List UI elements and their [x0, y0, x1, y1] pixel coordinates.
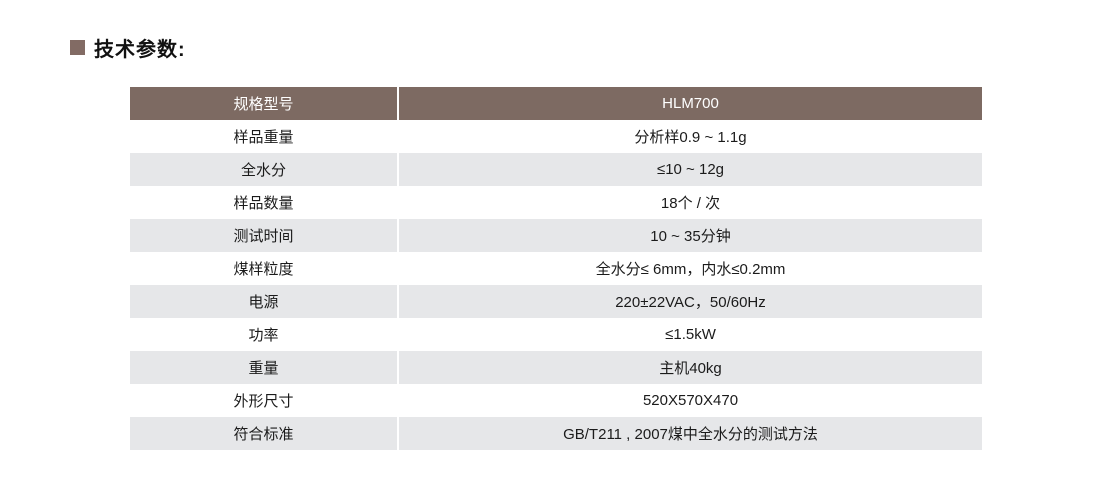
row-label: 全水分	[130, 153, 397, 186]
row-label: 煤样粒度	[130, 252, 397, 285]
row-value: ≤10 ~ 12g	[399, 153, 982, 186]
table-row: 样品重量 分析样0.9 ~ 1.1g	[130, 120, 982, 153]
row-label: 外形尺寸	[130, 384, 397, 417]
row-value: GB/T211 , 2007煤中全水分的测试方法	[399, 417, 982, 450]
row-value: 520X570X470	[399, 384, 982, 417]
row-value: 220±22VAC，50/60Hz	[399, 285, 982, 318]
row-label: 样品数量	[130, 186, 397, 219]
row-value: 主机40kg	[399, 351, 982, 384]
table-row: 煤样粒度 全水分≤ 6mm，内水≤0.2mm	[130, 252, 982, 285]
row-label: 功率	[130, 318, 397, 351]
row-value: 18个 / 次	[399, 186, 982, 219]
row-label: 重量	[130, 351, 397, 384]
row-label: 电源	[130, 285, 397, 318]
bullet-square-icon	[70, 40, 85, 55]
section-title: 技术参数:	[70, 33, 186, 62]
row-label: 符合标准	[130, 417, 397, 450]
table-header-model-value: HLM700	[399, 87, 982, 120]
row-value: ≤1.5kW	[399, 318, 982, 351]
table-row: 功率 ≤1.5kW	[130, 318, 982, 351]
row-value: 全水分≤ 6mm，内水≤0.2mm	[399, 252, 982, 285]
table-header-row: 规格型号 HLM700	[130, 87, 982, 120]
spec-table: 规格型号 HLM700 样品重量 分析样0.9 ~ 1.1g 全水分 ≤10 ~…	[130, 87, 982, 450]
section-title-text: 技术参数:	[94, 39, 186, 61]
table-row: 样品数量 18个 / 次	[130, 186, 982, 219]
row-label: 测试时间	[130, 219, 397, 252]
table-row: 重量 主机40kg	[130, 351, 982, 384]
table-row: 电源 220±22VAC，50/60Hz	[130, 285, 982, 318]
table-header-spec-model: 规格型号	[130, 87, 397, 120]
table-row: 测试时间 10 ~ 35分钟	[130, 219, 982, 252]
table-body: 样品重量 分析样0.9 ~ 1.1g 全水分 ≤10 ~ 12g 样品数量 18…	[130, 120, 982, 450]
table-row: 符合标准 GB/T211 , 2007煤中全水分的测试方法	[130, 417, 982, 450]
table-row: 全水分 ≤10 ~ 12g	[130, 153, 982, 186]
row-label: 样品重量	[130, 120, 397, 153]
table-row: 外形尺寸 520X570X470	[130, 384, 982, 417]
row-value: 10 ~ 35分钟	[399, 219, 982, 252]
row-value: 分析样0.9 ~ 1.1g	[399, 120, 982, 153]
